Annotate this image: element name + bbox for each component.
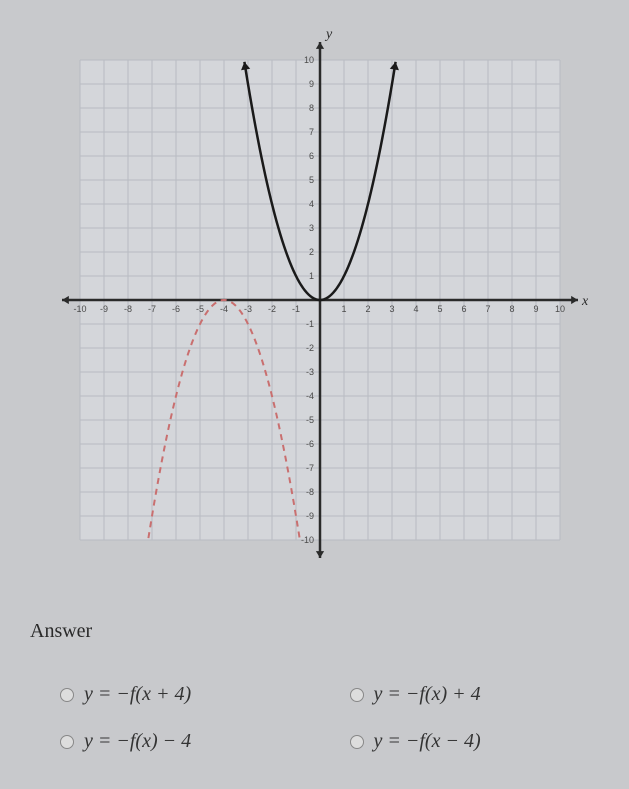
svg-text:-4: -4 [306,391,314,401]
svg-text:10: 10 [304,55,314,65]
svg-text:-1: -1 [292,304,300,314]
svg-text:y: y [324,30,333,42]
svg-text:-6: -6 [172,304,180,314]
option-formula: y = −f(x) + 4 [374,683,481,706]
svg-text:2: 2 [365,304,370,314]
radio-icon[interactable] [350,735,364,749]
option-opt3[interactable]: y = −f(x) − 4 [60,730,310,753]
svg-text:8: 8 [509,304,514,314]
svg-text:9: 9 [309,79,314,89]
svg-text:-8: -8 [124,304,132,314]
svg-text:-3: -3 [306,367,314,377]
svg-text:-6: -6 [306,439,314,449]
svg-text:-10: -10 [301,535,314,545]
svg-text:9: 9 [533,304,538,314]
svg-text:1: 1 [309,271,314,281]
svg-text:2: 2 [309,247,314,257]
option-opt2[interactable]: y = −f(x) + 4 [350,683,600,706]
radio-icon[interactable] [350,688,364,702]
svg-text:-2: -2 [268,304,276,314]
svg-text:-8: -8 [306,487,314,497]
svg-text:3: 3 [309,223,314,233]
svg-text:-9: -9 [306,511,314,521]
svg-text:-5: -5 [196,304,204,314]
answer-heading: Answer [30,620,599,643]
option-formula: y = −f(x) − 4 [84,730,191,753]
svg-text:4: 4 [309,199,314,209]
option-opt1[interactable]: y = −f(x + 4) [60,683,310,706]
svg-text:5: 5 [309,175,314,185]
svg-text:6: 6 [461,304,466,314]
svg-text:5: 5 [437,304,442,314]
option-formula: y = −f(x + 4) [84,683,191,706]
svg-text:10: 10 [555,304,565,314]
graph-container: -10 -9 -8 -7 -6 -5 -4 -3 -2 -1 1 2 3 4 5 6 7 8 9 10 -10 -9 -8 -… [50,30,590,570]
svg-text:-7: -7 [306,463,314,473]
svg-text:7: 7 [485,304,490,314]
svg-text:8: 8 [309,103,314,113]
svg-text:-10: -10 [73,304,86,314]
svg-text:7: 7 [309,127,314,137]
svg-text:6: 6 [309,151,314,161]
option-opt4[interactable]: y = −f(x − 4) [350,730,600,753]
svg-text:-2: -2 [306,343,314,353]
svg-text:1: 1 [341,304,346,314]
answer-section: Answer y = −f(x + 4)y = −f(x) + 4y = −f(… [0,620,629,753]
svg-text:-7: -7 [148,304,156,314]
svg-text:3: 3 [389,304,394,314]
radio-icon[interactable] [60,688,74,702]
svg-text:-5: -5 [306,415,314,425]
svg-text:-1: -1 [306,319,314,329]
options-grid: y = −f(x + 4) y = −f(x) + 4 y = −f(x) − 4 y… [30,683,599,753]
graph-svg: -10 -9 -8 -7 -6 -5 -4 -3 -2 -1 1 2 3 4 5 6 7 8 9 10 -10 -9 -8 -… [50,30,590,570]
svg-text:x: x [581,294,589,309]
radio-icon[interactable] [60,735,74,749]
option-formula: y = −f(x − 4) [374,730,481,753]
svg-text:4: 4 [413,304,418,314]
svg-text:-9: -9 [100,304,108,314]
svg-text:-3: -3 [244,304,252,314]
svg-text:-4: -4 [220,304,228,314]
